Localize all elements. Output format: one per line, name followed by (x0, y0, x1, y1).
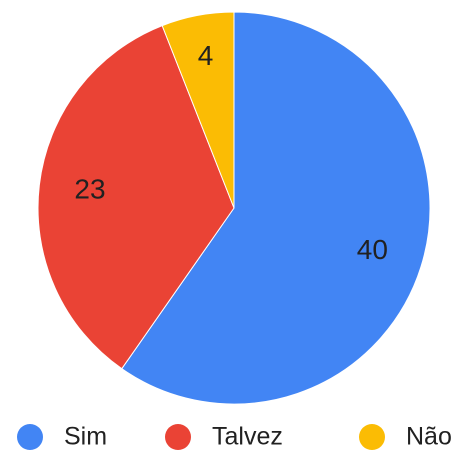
pie-slice (37, 24, 235, 370)
data-label: 23 (74, 173, 105, 204)
legend-label: Sim (64, 423, 107, 451)
data-label: 40 (357, 234, 388, 265)
pie-slice (121, 11, 431, 405)
legend-swatch (17, 424, 43, 450)
legend-swatch (359, 424, 385, 450)
data-label: 4 (198, 40, 214, 71)
legend-swatch (165, 424, 191, 450)
pie-slice (161, 11, 235, 209)
legend-label: Talvez (212, 423, 283, 451)
legend-label: Não (406, 423, 452, 451)
